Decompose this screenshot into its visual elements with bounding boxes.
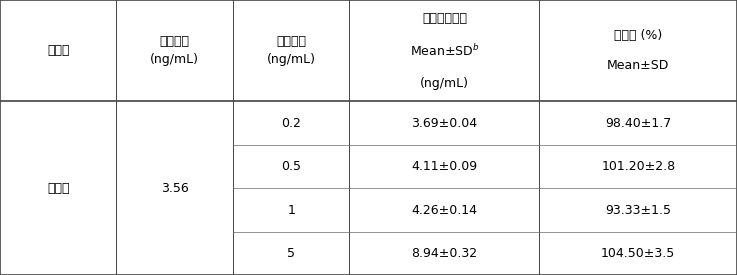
Text: Mean±SD$^b$: Mean±SD$^b$: [410, 43, 479, 59]
Text: 3.56: 3.56: [161, 182, 189, 195]
Text: 8.94±0.32: 8.94±0.32: [411, 247, 478, 260]
Text: 5: 5: [287, 247, 295, 260]
Text: 98.40±1.7: 98.40±1.7: [605, 117, 671, 130]
Text: 4.11±0.09: 4.11±0.09: [411, 160, 478, 173]
Text: 水样品: 水样品: [47, 44, 69, 57]
Text: 104.50±3.5: 104.50±3.5: [601, 247, 675, 260]
Text: 101.20±2.8: 101.20±2.8: [601, 160, 675, 173]
Text: 检测出的浓度: 检测出的浓度: [422, 12, 467, 24]
Text: 93.33±1.5: 93.33±1.5: [605, 204, 671, 217]
Text: 太湖水: 太湖水: [47, 182, 69, 195]
Text: (ng/mL): (ng/mL): [420, 77, 469, 90]
Text: 0.5: 0.5: [281, 160, 301, 173]
Text: 0.2: 0.2: [282, 117, 301, 130]
Text: 3.69±0.04: 3.69±0.04: [411, 117, 478, 130]
Text: 4.26±0.14: 4.26±0.14: [411, 204, 478, 217]
Text: 回收率 (%): 回收率 (%): [614, 29, 663, 42]
Text: Mean±SD: Mean±SD: [607, 59, 669, 72]
Text: 添加浓度
(ng/mL): 添加浓度 (ng/mL): [267, 35, 315, 66]
Text: 原始浓度
(ng/mL): 原始浓度 (ng/mL): [150, 35, 199, 66]
Text: 1: 1: [287, 204, 295, 217]
